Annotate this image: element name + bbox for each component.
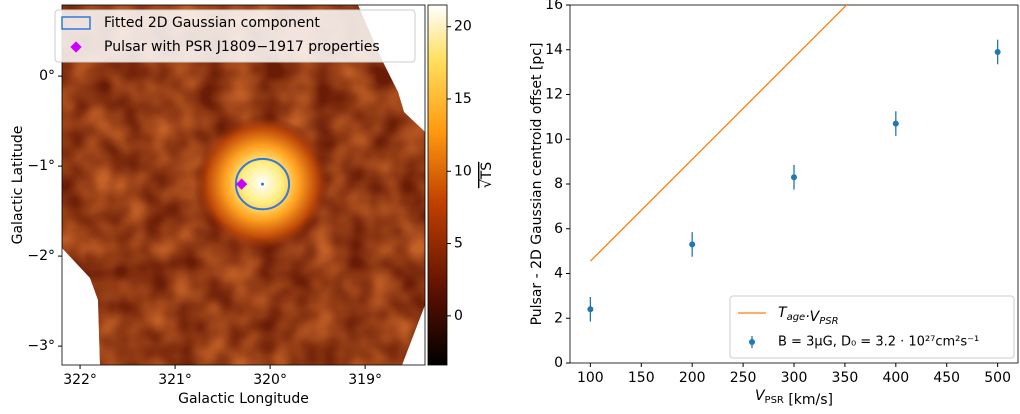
y-tick-label: 0° xyxy=(39,68,55,84)
x-tick-label: 300 xyxy=(781,370,808,386)
x-tick-label: 320° xyxy=(253,372,287,388)
x-axis-label: Galactic Longitude xyxy=(178,391,309,407)
y-tick-label: 8 xyxy=(554,176,563,192)
y-tick-label: −1° xyxy=(27,158,55,174)
data-point xyxy=(587,306,593,312)
legend-label: Fitted 2D Gaussian component xyxy=(104,15,320,31)
y-tick-label: 14 xyxy=(545,42,563,58)
plot-area xyxy=(587,0,1000,322)
y-tick-label: 10 xyxy=(545,131,563,147)
y-tick-label: 16 xyxy=(545,0,563,13)
x-tick-label: 321° xyxy=(158,372,192,388)
y-tick-label: 6 xyxy=(554,221,563,237)
colorbar-tick-label: 15 xyxy=(454,91,472,107)
data-point xyxy=(893,121,899,127)
x-tick-label: 200 xyxy=(679,370,706,386)
y-tick-label: 2 xyxy=(554,310,563,326)
colorbar-label: √TS xyxy=(479,162,495,188)
age-line xyxy=(590,0,997,261)
x-tick-label: 350 xyxy=(832,370,859,386)
x-tick-label: 319° xyxy=(348,372,382,388)
component-center xyxy=(261,183,264,186)
legend-swatch xyxy=(749,339,755,345)
figure: 322° 321° 320° 319° 0° −1° −2° −3° Galactic Long… xyxy=(0,0,1020,414)
colorbar xyxy=(428,5,447,365)
legend-label: Pulsar with PSR J1809−1917 properties xyxy=(104,39,380,55)
data-point xyxy=(689,241,695,247)
y-tick-label: 12 xyxy=(545,87,563,103)
y-axis-label: Galactic Latitude xyxy=(10,126,26,245)
data-point xyxy=(791,174,797,180)
x-tick-label: 500 xyxy=(984,370,1011,386)
x-tick-label: 250 xyxy=(730,370,757,386)
colorbar-tick-label: 0 xyxy=(454,308,463,324)
y-tick-label: −2° xyxy=(27,248,55,264)
colorbar-tick-label: 10 xyxy=(454,163,472,179)
y-tick-label: 4 xyxy=(554,266,563,282)
colorbar-tick-label: 20 xyxy=(454,19,472,35)
x-tick-label: 150 xyxy=(628,370,655,386)
data-point xyxy=(995,49,1001,55)
legend-label: B = 3μG, D₀ = 3.2 · 10²⁷cm²s⁻¹ xyxy=(778,335,979,350)
x-tick-label: 322° xyxy=(63,372,97,388)
y-tick-label: −3° xyxy=(27,338,55,354)
colorbar-tick-label: 5 xyxy=(454,236,463,252)
x-tick-label: 100 xyxy=(577,370,604,386)
x-tick-label: 400 xyxy=(882,370,909,386)
y-tick-label: 0 xyxy=(554,355,563,371)
x-tick-label: 450 xyxy=(933,370,960,386)
y-axis-label: Pulsar - 2D Gaussian centroid offset [pc… xyxy=(529,43,545,326)
x-axis-label: VPSR [km/s] xyxy=(755,388,833,408)
